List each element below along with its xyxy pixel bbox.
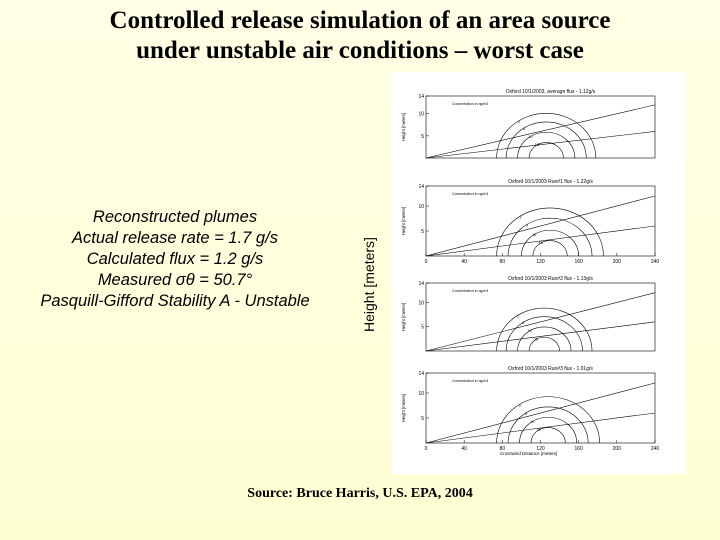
contour-line xyxy=(496,207,604,257)
y-tick-label: 10 xyxy=(418,391,424,397)
chart-xlabel: Crosswind Distance [meters] xyxy=(500,451,557,456)
contour-line xyxy=(532,240,568,257)
contour-label: 10 xyxy=(530,420,534,424)
contour-line xyxy=(517,326,572,352)
chart-title: Oxford 10/1/2003 Run#1 flux - 1.22g/s xyxy=(508,179,593,185)
x-tick-label: 0 xyxy=(425,259,428,265)
y-tick-label: 10 xyxy=(418,204,424,210)
beam-path xyxy=(425,382,656,444)
x-tick-label: 240 xyxy=(651,259,660,265)
contour-line xyxy=(507,217,593,257)
chart-frame xyxy=(425,372,656,444)
contour-line xyxy=(521,230,579,257)
y-tick-label: 5 xyxy=(421,416,424,422)
contour-line xyxy=(519,417,578,444)
contour-label: 15 xyxy=(534,337,538,341)
caption-line-4: Measured σθ = 50.7° xyxy=(97,271,253,289)
chart-title: Oxford 10/1/2003 Run#2 flux - 1.13g/s xyxy=(508,276,593,282)
beam-path xyxy=(425,292,656,352)
contour-line xyxy=(505,121,587,159)
contour-line xyxy=(528,337,560,352)
chart-frame xyxy=(425,95,656,159)
contour-label: 5 xyxy=(525,412,527,416)
contour-label: 2 xyxy=(517,315,519,319)
contour-line xyxy=(530,427,566,444)
x-tick-label: 120 xyxy=(536,259,545,265)
chart-legend: Concentration in ng/m3 xyxy=(452,379,488,383)
chart-title: Oxford 10/1/2003 Run#3 flux - 1.01g/s xyxy=(508,366,593,372)
beam-path xyxy=(425,131,656,159)
contour-line xyxy=(507,406,589,444)
contour-label: 10 xyxy=(529,135,533,139)
x-tick-label: 40 xyxy=(461,259,467,265)
y-tick-label: 5 xyxy=(421,325,424,331)
x-tick-label: 0 xyxy=(425,446,428,452)
title-line-1: Controlled release simulation of an area… xyxy=(109,7,611,34)
y-tick-label: 14 xyxy=(418,94,424,100)
chart-legend: Concentration in ng/m3 xyxy=(452,102,488,106)
source-citation: Source: Bruce Harris, U.S. EPA, 2004 xyxy=(247,486,473,501)
y-tick-label: 5 xyxy=(421,134,424,140)
x-tick-label: 120 xyxy=(536,446,545,452)
chart-title: Oxford 10/1/2003, average flux - 1.12g/s xyxy=(506,89,596,95)
beam-path xyxy=(425,412,656,444)
caption-line-1: Reconstructed plumes xyxy=(92,208,258,226)
beam-path xyxy=(425,195,656,257)
caption-block: Reconstructed plumes Actual release rate… xyxy=(0,207,350,312)
contour-label: 15 xyxy=(539,241,543,245)
caption-line-5: Pasquill-Gifford Stability A - Unstable xyxy=(40,292,310,310)
contour-label: 10 xyxy=(532,233,536,237)
title-line-2: under unstable air conditions – worst ca… xyxy=(136,37,584,64)
contour-line xyxy=(528,142,564,159)
y-tick-label: 14 xyxy=(418,184,424,190)
chart-2: Oxford 10/1/2003 Run#1 flux - 1.22g/s Hei… xyxy=(401,179,659,265)
chart-ylabel: Height [meters] xyxy=(401,113,406,141)
beam-path xyxy=(425,225,656,257)
contour-label: 2 xyxy=(520,215,522,219)
x-tick-label: 40 xyxy=(461,446,467,452)
chart-4: Oxford 10/1/2003 Run#3 flux - 1.01g/s Hei… xyxy=(401,366,659,456)
chart-ylabel: Height [meters] xyxy=(401,207,406,235)
contour-label: 5 xyxy=(526,224,528,228)
chart-3: Oxford 10/1/2003 Run#2 flux - 1.13g/s Hei… xyxy=(401,276,656,352)
chart-legend: Concentration in ng/m3 xyxy=(452,289,488,293)
y-tick-label: 14 xyxy=(418,371,424,377)
chart-legend: Concentration in ng/m3 xyxy=(452,192,488,196)
contour-line xyxy=(496,396,600,444)
x-tick-label: 80 xyxy=(500,259,506,265)
x-tick-label: 160 xyxy=(574,446,583,452)
contour-label: 15 xyxy=(537,428,541,432)
y-tick-label: 14 xyxy=(418,281,424,287)
x-tick-label: 160 xyxy=(574,259,583,265)
caption-line-3: Calculated flux = 1.2 g/s xyxy=(86,250,264,268)
chart-ylabel: Height [meters] xyxy=(401,394,406,422)
chart-ylabel: Height [meters] xyxy=(401,303,406,331)
y-tick-label: 10 xyxy=(418,112,424,118)
page-title: Controlled release simulation of an area… xyxy=(60,6,660,66)
chart-frame xyxy=(425,185,656,257)
contour-label: 5 xyxy=(523,127,525,131)
contour-line xyxy=(505,316,583,352)
contour-label: 15 xyxy=(535,143,539,147)
x-tick-label: 80 xyxy=(500,446,506,452)
chart-1: Oxford 10/1/2003, average flux - 1.12g/s… xyxy=(401,89,656,159)
y-tick-label: 5 xyxy=(421,229,424,235)
x-tick-label: 240 xyxy=(651,446,660,452)
contour-label: 2 xyxy=(519,404,521,408)
beam-path xyxy=(425,104,656,159)
x-tick-label: 200 xyxy=(613,446,622,452)
contour-label: 5 xyxy=(522,321,524,325)
beam-path xyxy=(425,321,656,352)
caption-line-2: Actual release rate = 1.7 g/s xyxy=(72,229,278,247)
y-tick-label: 10 xyxy=(418,300,424,306)
contour-label: 10 xyxy=(528,329,532,333)
contour-line xyxy=(496,113,597,159)
contour-label: 2 xyxy=(518,120,520,124)
x-tick-label: 200 xyxy=(613,259,622,265)
contour-line xyxy=(496,307,593,352)
contour-line xyxy=(517,132,576,159)
